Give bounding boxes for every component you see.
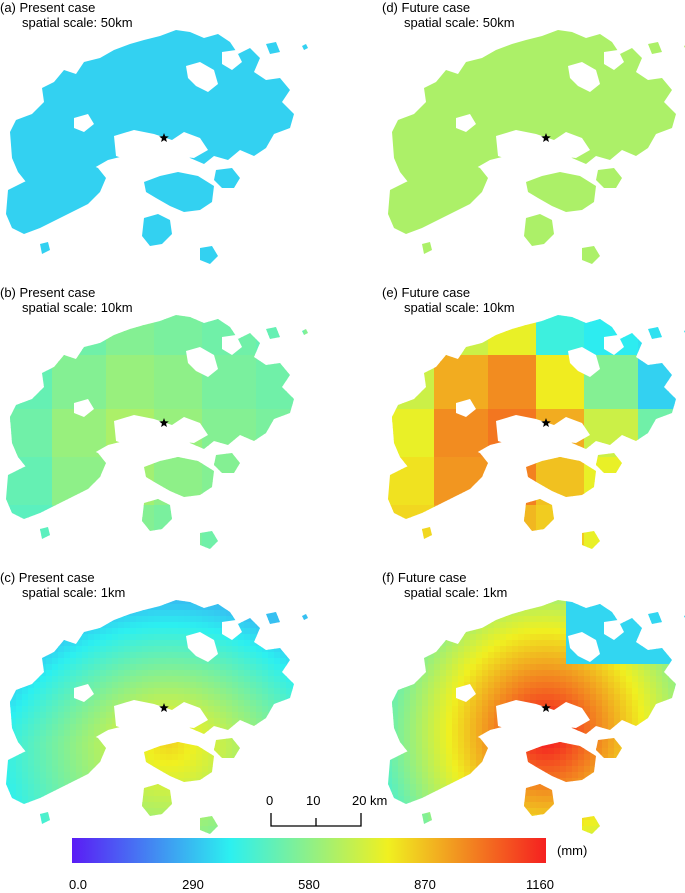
star-icon: [159, 133, 169, 143]
colorbar-unit: (mm): [557, 843, 588, 858]
map-canvas: [388, 600, 685, 834]
colorbar: [72, 838, 546, 863]
panel-label: (f) Future case spatial scale: 1km: [382, 570, 507, 600]
scale-bar-line: [270, 813, 362, 827]
water-body: [496, 415, 590, 447]
panel-subtitle: spatial scale: 1km: [404, 585, 508, 600]
colorbar-tick: 290: [182, 877, 204, 892]
map-canvas: [6, 600, 308, 834]
colorbar-tick: 1160: [526, 877, 554, 892]
water-body: [114, 700, 208, 732]
scale-bar: 0 10 20 km: [266, 793, 396, 833]
panel-title: (a) Present case: [0, 0, 96, 15]
scale-bar-label: 0: [266, 793, 274, 808]
map-panel-b: (b) Present case spatial scale: 10km: [0, 285, 330, 560]
map-panel-c: (c) Present case spatial scale: 1km: [0, 570, 330, 845]
panel-label: (b) Present case spatial scale: 10km: [0, 285, 133, 315]
panel-title: (c) Present case: [0, 570, 95, 585]
panel-title: (f) Future case: [382, 570, 467, 585]
water-body: [222, 620, 242, 640]
panel-label: (e) Future case spatial scale: 10km: [382, 285, 515, 315]
water-body: [456, 684, 476, 702]
water-body: [496, 130, 590, 162]
colorbar-tick: 870: [414, 877, 436, 892]
colorbar-tick: 580: [298, 877, 320, 892]
water-body: [604, 50, 624, 70]
map-canvas: [388, 30, 685, 264]
panel-subtitle: spatial scale: 50km: [22, 15, 133, 30]
water-body: [222, 50, 242, 70]
star-icon: [159, 703, 169, 713]
water-body: [114, 130, 208, 162]
map-panel-f: (f) Future case spatial scale: 1km: [382, 570, 685, 845]
water-body: [568, 62, 600, 92]
map-canvas: [388, 315, 685, 549]
map-panel-d: (d) Future case spatial scale: 50km: [382, 0, 685, 275]
scale-bar-label: 10: [306, 793, 321, 808]
scale-bar-unit: km: [370, 793, 388, 808]
water-body: [568, 632, 600, 662]
water-body: [74, 684, 94, 702]
water-body: [186, 632, 218, 662]
panel-subtitle: spatial scale: 50km: [404, 15, 515, 30]
water-body: [74, 399, 94, 417]
colorbar-tick: 0.0: [68, 877, 88, 892]
star-icon: [541, 133, 551, 143]
scale-bar-label: 20: [352, 793, 367, 808]
water-body: [114, 415, 208, 447]
water-body: [456, 399, 476, 417]
water-body: [568, 347, 600, 377]
panel-title: (d) Future case: [382, 0, 471, 15]
panel-label: (c) Present case spatial scale: 1km: [0, 570, 125, 600]
water-body: [604, 335, 624, 355]
star-icon: [541, 703, 551, 713]
water-body: [186, 62, 218, 92]
panel-title: (b) Present case: [0, 285, 96, 300]
panel-label: (a) Present case spatial scale: 50km: [0, 0, 133, 30]
panel-subtitle: spatial scale: 1km: [22, 585, 126, 600]
water-body: [456, 114, 476, 132]
panel-title: (e) Future case: [382, 285, 471, 300]
map-canvas: [6, 30, 308, 264]
water-body: [222, 335, 242, 355]
star-icon: [159, 418, 169, 428]
panel-label: (d) Future case spatial scale: 50km: [382, 0, 515, 30]
map-panel-e: (e) Future case spatial scale: 10km: [382, 285, 685, 560]
star-icon: [541, 418, 551, 428]
water-body: [74, 114, 94, 132]
water-body: [604, 620, 624, 640]
map-panel-a: (a) Present case spatial scale: 50km: [0, 0, 330, 275]
panel-subtitle: spatial scale: 10km: [22, 300, 133, 315]
water-body: [496, 700, 590, 732]
water-body: [186, 347, 218, 377]
map-canvas: [6, 315, 308, 549]
panel-subtitle: spatial scale: 10km: [404, 300, 515, 315]
